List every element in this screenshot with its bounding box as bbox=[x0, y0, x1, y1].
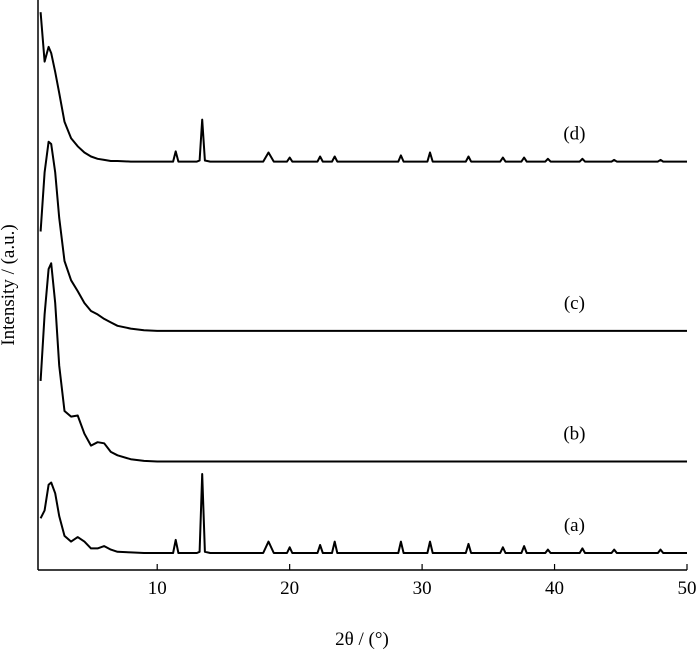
series-line bbox=[39, 140, 687, 332]
x-tick-label: 50 bbox=[678, 578, 697, 599]
series-line bbox=[39, 262, 687, 463]
x-tick-label: 40 bbox=[545, 578, 564, 599]
y-axis-label: Intensity / (a.u.) bbox=[0, 224, 19, 345]
x-tick-label: 10 bbox=[148, 578, 167, 599]
series-label: (a) bbox=[564, 515, 585, 536]
series-line bbox=[39, 473, 687, 554]
series-label: (b) bbox=[563, 424, 585, 445]
x-axis-label: 2θ / (°) bbox=[335, 629, 389, 650]
series-label: (c) bbox=[564, 293, 585, 314]
series-label: (d) bbox=[563, 124, 585, 145]
x-tick-label: 20 bbox=[280, 578, 299, 599]
x-tick-label: 30 bbox=[413, 578, 432, 599]
series-line bbox=[39, 12, 687, 163]
